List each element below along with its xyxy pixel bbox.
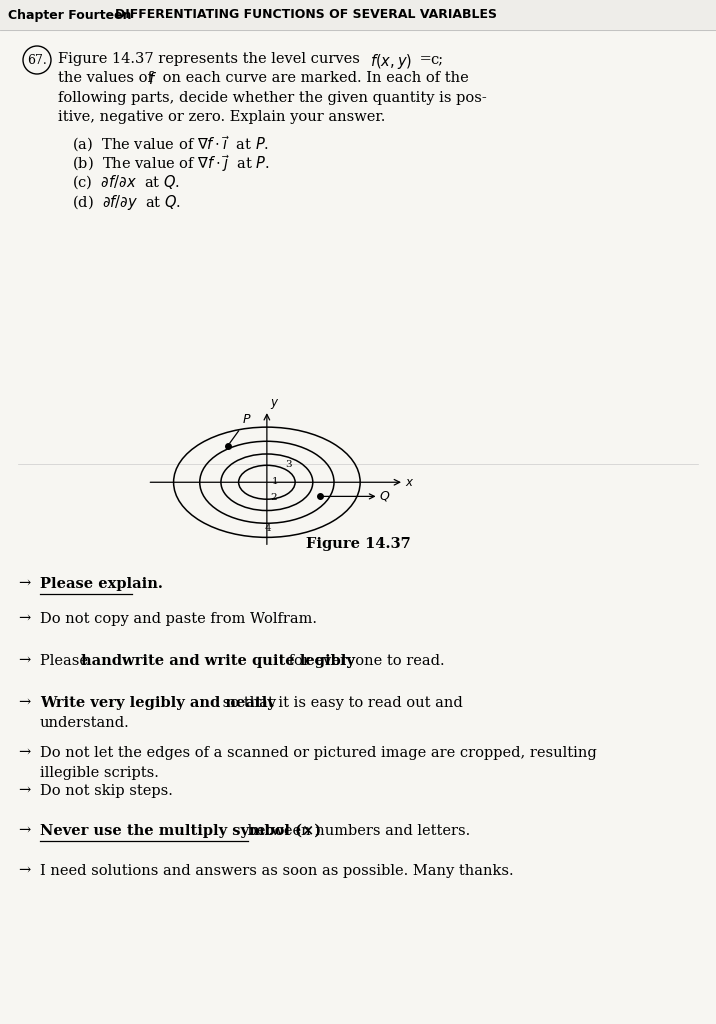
Text: →: → [18, 824, 30, 838]
Text: →: → [18, 612, 30, 626]
Text: $Q$: $Q$ [323, 489, 390, 504]
Text: so that it is easy to read out and: so that it is easy to read out and [218, 696, 463, 710]
Bar [0, 0, 716, 30]
Text: Never use the multiply symbol (×): Never use the multiply symbol (×) [40, 824, 321, 839]
Text: →: → [18, 577, 30, 591]
Text: Do not let the edges of a scanned or pictured image are cropped, resulting: Do not let the edges of a scanned or pic… [40, 746, 596, 760]
Text: →: → [18, 864, 30, 878]
Text: →: → [18, 784, 30, 798]
Text: =: = [415, 52, 436, 66]
Text: DIFFERENTIATING FUNCTIONS OF SEVERAL VARIABLES: DIFFERENTIATING FUNCTIONS OF SEVERAL VAR… [115, 8, 497, 22]
Text: (a)  The value of $\nabla f \cdot \vec{\imath}$  at $P$.: (a) The value of $\nabla f \cdot \vec{\i… [72, 134, 269, 154]
Text: for everyone to read.: for everyone to read. [284, 654, 445, 668]
Text: 3: 3 [285, 460, 291, 469]
Text: between numbers and letters.: between numbers and letters. [243, 824, 470, 838]
Text: →: → [18, 654, 30, 668]
Text: 4: 4 [265, 524, 271, 534]
Text: Figure 14.37 represents the level curves: Figure 14.37 represents the level curves [58, 52, 364, 66]
Text: handwrite and write quite legibly: handwrite and write quite legibly [81, 654, 355, 668]
Text: the values of: the values of [58, 72, 158, 85]
Text: 67.: 67. [27, 53, 47, 67]
Text: understand.: understand. [40, 716, 130, 730]
Text: itive, negative or zero. Explain your answer.: itive, negative or zero. Explain your an… [58, 111, 385, 125]
Text: $y$: $y$ [270, 397, 279, 411]
Text: Write very legibly and neatly: Write very legibly and neatly [40, 696, 276, 710]
Text: I need solutions and answers as soon as possible. Many thanks.: I need solutions and answers as soon as … [40, 864, 513, 878]
Text: following parts, decide whether the given quantity is pos-: following parts, decide whether the give… [58, 91, 487, 105]
Text: $f$: $f$ [148, 72, 157, 87]
Text: $x$: $x$ [405, 476, 414, 488]
Text: (b)  The value of $\nabla f \cdot \vec{\jmath}$  at $P$.: (b) The value of $\nabla f \cdot \vec{\j… [72, 154, 270, 174]
Text: illegible scripts.: illegible scripts. [40, 766, 159, 780]
Text: Please: Please [40, 654, 92, 668]
Text: $P$: $P$ [230, 413, 252, 443]
Text: on each curve are marked. In each of the: on each curve are marked. In each of the [158, 72, 469, 85]
Text: Do not skip steps.: Do not skip steps. [40, 784, 173, 798]
Text: →: → [18, 746, 30, 760]
Text: 1: 1 [272, 477, 279, 486]
Text: (c)  $\partial f / \partial x$  at $Q$.: (c) $\partial f / \partial x$ at $Q$. [72, 173, 180, 190]
Text: Please explain.: Please explain. [40, 577, 163, 591]
Text: →: → [18, 696, 30, 710]
Text: Do not copy and paste from Wolfram.: Do not copy and paste from Wolfram. [40, 612, 317, 626]
Text: c;: c; [430, 52, 443, 66]
Text: Figure 14.37: Figure 14.37 [306, 537, 410, 551]
Text: $f(x, y)$: $f(x, y)$ [370, 52, 412, 71]
Text: Chapter Fourteen: Chapter Fourteen [8, 8, 132, 22]
Text: (d)  $\partial f / \partial y$  at $Q$.: (d) $\partial f / \partial y$ at $Q$. [72, 193, 181, 212]
Text: 2: 2 [271, 493, 277, 502]
